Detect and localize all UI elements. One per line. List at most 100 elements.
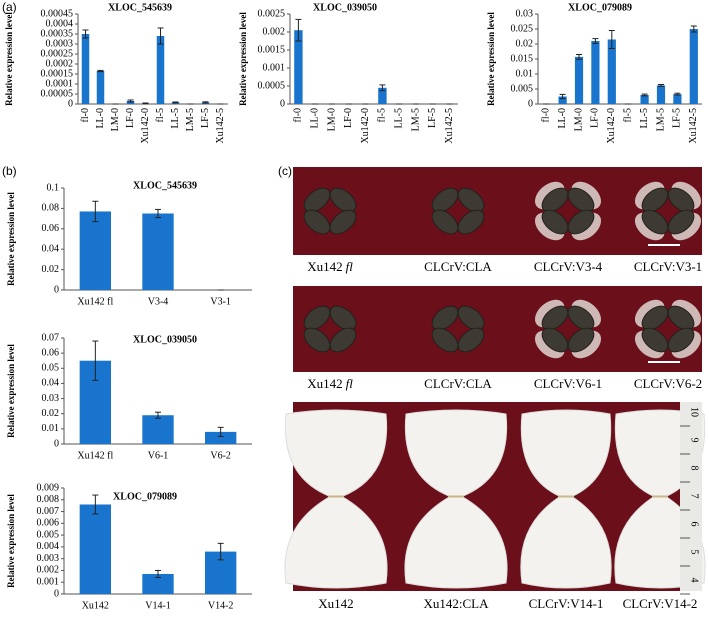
seed bbox=[567, 209, 595, 235]
seed bbox=[541, 209, 569, 235]
bar bbox=[689, 29, 698, 104]
bar bbox=[640, 95, 649, 104]
x-tick-label: LF-0 bbox=[125, 108, 136, 128]
y-tick-label: 0.0015 bbox=[258, 44, 286, 55]
seed bbox=[541, 187, 569, 213]
bar bbox=[79, 211, 111, 290]
seed bbox=[641, 305, 669, 331]
x-tick-label: LM-0 bbox=[573, 108, 584, 131]
seed bbox=[541, 327, 569, 353]
x-tick-label: V14-2 bbox=[208, 600, 234, 611]
y-tick-label: 0 bbox=[528, 98, 533, 109]
y-tick-label: 0.002 bbox=[263, 26, 286, 37]
y-tick-label: 0.0005 bbox=[258, 80, 286, 91]
y-tick-label: 0.02 bbox=[516, 38, 534, 49]
bar bbox=[607, 39, 616, 104]
y-tick-label: 0.02 bbox=[42, 264, 60, 275]
x-tick-label: V6-2 bbox=[210, 450, 231, 461]
bar bbox=[591, 41, 600, 104]
y-tick-label: 0.00045 bbox=[41, 8, 74, 19]
x-tick-label: LF-5 bbox=[672, 108, 683, 128]
x-tick-label: LM-0 bbox=[110, 108, 121, 131]
bar bbox=[378, 87, 387, 104]
error-bar bbox=[608, 30, 615, 49]
ruler-label: 6 bbox=[689, 522, 700, 527]
y-axis-label: Relative expression level bbox=[6, 192, 16, 286]
y-axis-label: Relative expression level bbox=[6, 494, 16, 588]
y-axis-label: Relative expression level bbox=[486, 12, 496, 106]
y-tick-label: 0.00035 bbox=[41, 28, 74, 39]
error-bar bbox=[142, 102, 149, 105]
caption-text: Xu142 bbox=[307, 259, 342, 274]
seed bbox=[431, 327, 459, 353]
y-tick-label: 0.08 bbox=[42, 203, 60, 214]
y-tick-label: 0.06 bbox=[42, 223, 60, 234]
chart-title: XLOC_039050 bbox=[133, 334, 197, 345]
seed bbox=[457, 327, 485, 353]
seed bbox=[431, 305, 459, 331]
x-tick-label: LM-5 bbox=[655, 108, 666, 131]
y-tick-label: 0.025 bbox=[511, 23, 534, 34]
caption: CLCrV:V14-2 bbox=[623, 596, 698, 611]
seed bbox=[567, 305, 595, 331]
y-tick-label: 0.00005 bbox=[41, 88, 74, 99]
y-tick-label: 0.015 bbox=[511, 53, 534, 64]
y-tick-label: 0.003 bbox=[37, 553, 60, 564]
y-tick-label: 0.0003 bbox=[46, 38, 74, 49]
error-bar bbox=[202, 101, 209, 104]
ruler-label: 4 bbox=[689, 578, 700, 583]
seed bbox=[303, 305, 331, 331]
error-bar bbox=[97, 69, 104, 73]
x-tick-label: Xu142-5 bbox=[444, 108, 455, 144]
x-tick-label: fl-0 bbox=[80, 108, 91, 122]
y-tick-label: 0.04 bbox=[42, 378, 60, 389]
caption: CLCrV:V6-1 bbox=[534, 376, 602, 391]
y-tick-label: 0.01 bbox=[516, 68, 534, 79]
x-tick-label: V6-1 bbox=[148, 450, 169, 461]
caption: CLCrV:V3-4 bbox=[534, 259, 603, 274]
error-bar bbox=[658, 84, 664, 87]
y-tick-label: 0.005 bbox=[511, 83, 534, 94]
y-tick-label: 0.06 bbox=[42, 347, 60, 358]
seed bbox=[329, 187, 357, 213]
y-tick-label: 0.008 bbox=[37, 494, 60, 505]
y-tick-label: 0.04 bbox=[42, 243, 60, 254]
y-tick-label: 0.009 bbox=[37, 482, 60, 493]
x-tick-label: Xu142 fl bbox=[77, 450, 113, 461]
caption: CLCrV:CLA bbox=[424, 376, 492, 391]
x-tick-label: LM-5 bbox=[410, 108, 421, 131]
y-tick-label: 0 bbox=[68, 98, 73, 109]
x-tick-label: Xu142 fl bbox=[77, 296, 113, 307]
error-bar bbox=[155, 569, 161, 579]
seed bbox=[457, 305, 485, 331]
ruler-label: 7 bbox=[689, 494, 700, 499]
y-tick-label: 0.001 bbox=[37, 577, 60, 588]
seed bbox=[329, 327, 357, 353]
x-tick-label: V14-1 bbox=[145, 600, 171, 611]
error-bar bbox=[576, 54, 582, 60]
x-tick-label: LF-0 bbox=[343, 108, 354, 128]
seed bbox=[303, 209, 331, 235]
seed bbox=[667, 305, 695, 331]
y-tick-label: 0 bbox=[280, 98, 285, 109]
error-bar bbox=[127, 99, 134, 103]
error-bar bbox=[379, 84, 386, 92]
x-tick-label: V3-4 bbox=[148, 296, 169, 307]
y-tick-label: 0.00025 bbox=[41, 48, 74, 59]
bar bbox=[142, 213, 174, 290]
photo bbox=[293, 286, 702, 372]
error-bar bbox=[217, 426, 224, 437]
seed bbox=[329, 209, 357, 235]
ruler bbox=[680, 402, 702, 591]
y-tick-label: 0 bbox=[54, 438, 59, 449]
x-tick-label: LL-5 bbox=[393, 108, 404, 129]
error-bar bbox=[82, 29, 89, 39]
error-bar bbox=[559, 93, 566, 100]
seed bbox=[431, 209, 459, 235]
seed bbox=[567, 327, 595, 353]
y-tick-label: 0.0025 bbox=[258, 8, 286, 19]
photo bbox=[293, 167, 702, 255]
caption: Xu142:CLA bbox=[424, 596, 490, 611]
x-tick-label: LF-0 bbox=[590, 108, 601, 128]
